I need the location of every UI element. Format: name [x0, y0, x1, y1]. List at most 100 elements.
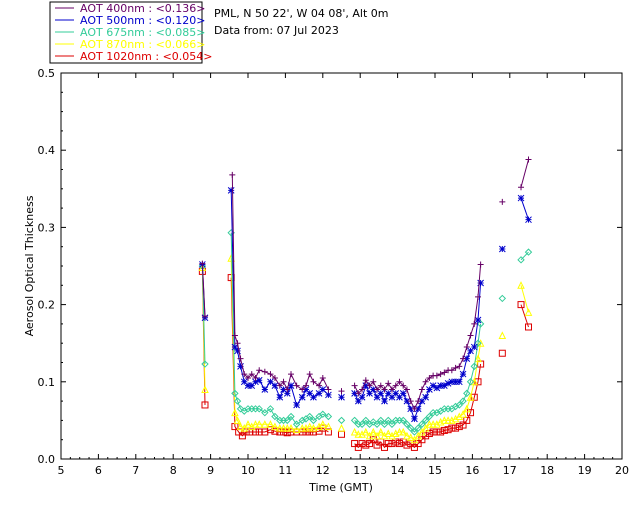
data-point	[283, 429, 291, 437]
data-point	[306, 371, 313, 378]
data-point	[369, 436, 377, 444]
data-point	[400, 382, 407, 389]
data-point	[475, 293, 482, 300]
data-point	[298, 416, 306, 425]
data-point	[252, 378, 259, 386]
data-point	[201, 385, 209, 394]
data-point	[325, 391, 332, 399]
data-point	[467, 332, 474, 339]
data-point	[426, 386, 433, 393]
data-point	[407, 398, 414, 405]
data-point	[433, 372, 440, 379]
data-point	[302, 386, 310, 393]
data-point	[324, 422, 333, 431]
data-point	[237, 363, 244, 370]
data-point	[462, 404, 471, 413]
data-point	[399, 427, 408, 436]
data-point	[411, 405, 418, 412]
y-axis-label: Aerosol Optical Thickness	[23, 195, 36, 336]
data-point	[418, 436, 426, 444]
y-tick-label: 0.1	[38, 376, 56, 389]
data-point	[338, 393, 345, 401]
data-point	[354, 397, 362, 405]
data-point	[470, 393, 478, 401]
data-point	[440, 416, 449, 424]
data-point	[227, 186, 235, 194]
data-point	[403, 431, 411, 440]
data-point	[429, 382, 437, 390]
legend-entry: AOT 675nm : <0.085>	[80, 26, 206, 39]
data-point	[280, 378, 287, 385]
data-point	[388, 420, 396, 428]
data-point	[403, 441, 411, 449]
data-point	[337, 416, 346, 425]
data-point	[354, 430, 363, 438]
data-point	[381, 386, 388, 393]
data-point	[287, 424, 295, 432]
data-point	[433, 408, 441, 417]
data-point	[429, 420, 437, 428]
data-point	[437, 382, 444, 390]
data-point	[440, 382, 448, 390]
series-line	[230, 258, 329, 431]
data-point	[248, 371, 255, 378]
x-tick-label: 8	[170, 464, 177, 477]
data-point	[287, 382, 295, 390]
data-point	[403, 420, 411, 428]
data-point	[377, 416, 385, 425]
data-point	[414, 424, 422, 432]
data-point	[271, 374, 278, 381]
data-point	[293, 401, 300, 409]
data-point	[392, 438, 400, 446]
data-point	[474, 339, 482, 347]
data-point	[414, 405, 422, 413]
data-point	[251, 428, 259, 436]
data-point	[234, 340, 241, 347]
data-point	[476, 339, 485, 347]
data-point	[302, 428, 310, 436]
data-point	[467, 409, 475, 417]
x-tick-label: 16	[465, 464, 479, 477]
data-point	[452, 378, 459, 386]
data-point	[477, 261, 484, 268]
data-point	[244, 420, 252, 428]
data-point	[421, 424, 430, 432]
x-tick-label: 12	[316, 464, 330, 477]
data-point	[444, 416, 452, 424]
data-point	[351, 440, 359, 448]
data-point	[395, 427, 404, 436]
data-point	[306, 428, 314, 436]
data-point	[199, 260, 206, 267]
data-point	[384, 440, 392, 448]
data-point	[448, 367, 455, 374]
data-point	[288, 371, 295, 378]
data-point	[369, 386, 377, 393]
data-point	[318, 420, 327, 428]
data-point	[384, 416, 392, 425]
data-point	[240, 378, 248, 386]
data-point	[403, 397, 411, 405]
data-point	[463, 355, 471, 362]
data-point	[350, 427, 359, 436]
data-point	[244, 382, 252, 390]
data-point	[324, 428, 332, 436]
data-point	[452, 364, 459, 371]
data-point	[418, 397, 426, 405]
data-point	[429, 428, 437, 436]
data-point	[255, 420, 264, 428]
data-point	[369, 427, 378, 436]
data-point	[337, 424, 346, 432]
data-point	[406, 424, 415, 432]
data-point	[338, 388, 345, 395]
series-0	[199, 156, 532, 412]
data-point	[319, 386, 327, 393]
data-point	[455, 423, 463, 431]
data-point	[474, 354, 482, 363]
data-point	[463, 344, 470, 351]
data-point	[275, 424, 284, 432]
x-tick-label: 9	[207, 464, 214, 477]
x-axis-label: Time (GMT)	[308, 481, 373, 494]
data-point	[354, 443, 362, 451]
data-point	[255, 376, 263, 384]
data-point	[422, 393, 430, 401]
